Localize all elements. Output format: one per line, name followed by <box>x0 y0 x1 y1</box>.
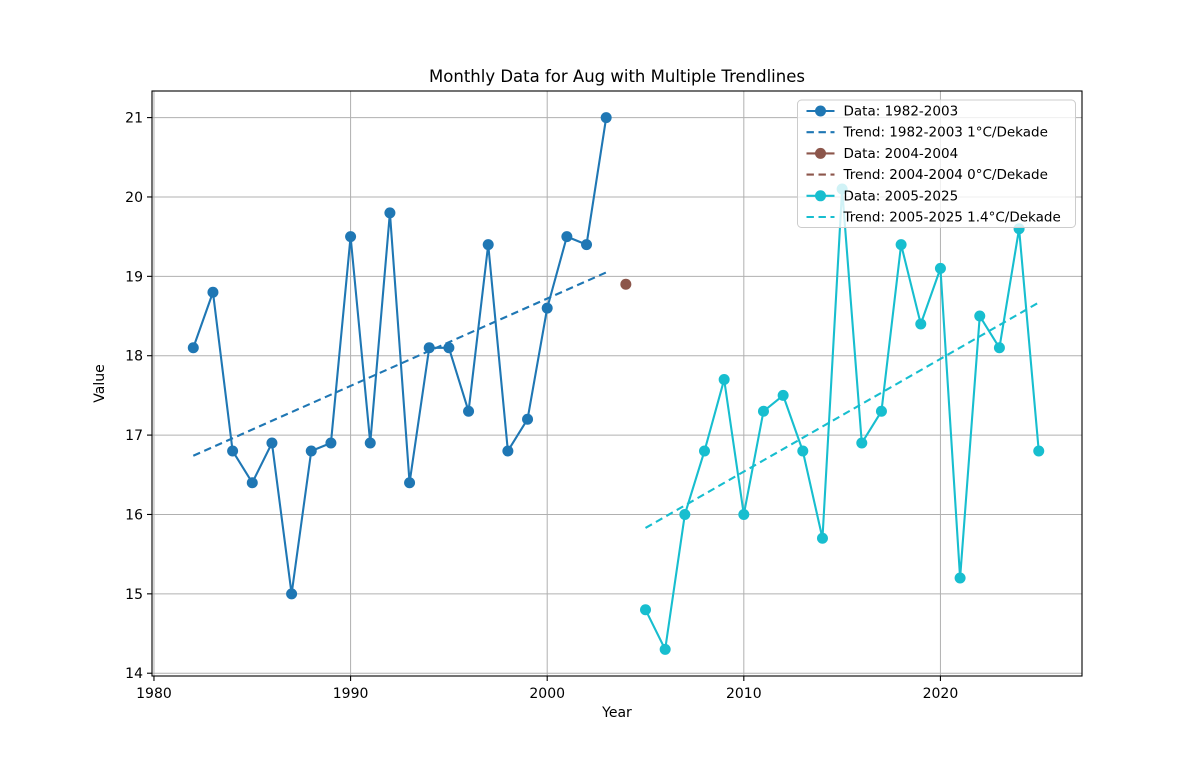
data-point-marker <box>915 318 927 330</box>
legend-label: Trend: 1982-2003 1°C/Dekade <box>843 125 1048 141</box>
data-point-marker <box>187 342 199 354</box>
series-line <box>192 117 608 595</box>
series-line <box>644 187 1040 651</box>
data-point-marker <box>974 310 986 322</box>
data-point-marker <box>443 342 455 354</box>
data-point-marker <box>286 588 298 600</box>
y-tick-label: 19 <box>125 269 143 285</box>
data-point-marker <box>757 405 769 417</box>
y-tick-label: 18 <box>125 349 143 365</box>
data-point-marker <box>207 286 219 298</box>
x-tick-label: 2010 <box>726 686 762 702</box>
data-point-marker <box>718 374 730 386</box>
data-point-marker <box>345 231 357 243</box>
legend-label: Data: 1982-2003 <box>844 104 959 120</box>
data-point-marker <box>954 572 966 584</box>
y-tick-label: 14 <box>125 666 143 682</box>
data-point-marker <box>325 437 337 449</box>
trend-line <box>644 301 1040 529</box>
data-point-marker <box>581 239 593 251</box>
y-tick-label: 15 <box>125 587 143 603</box>
x-tick-label: 1990 <box>333 686 369 702</box>
data-point-marker <box>305 445 317 457</box>
data-point-marker <box>600 112 612 124</box>
data-point-marker <box>522 413 534 425</box>
legend-box <box>797 99 1076 228</box>
data-point-marker <box>993 342 1005 354</box>
legend: Data: 1982-2003 Trend: 1982-2003 1°C/Deka… <box>797 99 1076 228</box>
chart-title: Monthly Data for Aug with Multiple Trend… <box>429 67 805 86</box>
legend-label: Trend: 2005-2025 1.4°C/Dekade <box>843 210 1061 226</box>
data-point-marker <box>1033 445 1045 457</box>
data-point-marker <box>777 389 789 401</box>
data-point-marker <box>797 445 809 457</box>
legend-label: Data: 2004-2004 <box>844 146 959 162</box>
data-point-marker <box>875 405 887 417</box>
x-tick-label: 2020 <box>923 686 959 702</box>
x-axis-label: Year <box>601 705 632 721</box>
trend-line <box>192 271 607 457</box>
data-point-marker <box>698 445 710 457</box>
data-point-marker <box>640 604 652 616</box>
data-point-marker <box>463 405 475 417</box>
data-point-marker <box>364 437 376 449</box>
y-tick-label: 21 <box>125 111 143 127</box>
tick-layer: 1980 1990 2000 2010 2020 14 15 16 17 18 19 20 21 <box>125 111 958 702</box>
plot-border <box>151 90 1083 677</box>
data-point-marker <box>895 239 907 251</box>
data-point-marker <box>856 437 868 449</box>
x-tick-label: 1980 <box>136 686 172 702</box>
y-tick-label: 20 <box>125 190 143 206</box>
data-point-marker <box>404 477 416 489</box>
data-point-marker <box>482 239 494 251</box>
y-axis-label: Value <box>92 364 108 402</box>
data-point-marker <box>620 278 632 290</box>
data-point-marker <box>934 262 946 274</box>
data-point-marker <box>246 477 258 489</box>
data-point-marker <box>679 508 691 520</box>
legend-label: Trend: 2004-2004 0°C/Dekade <box>843 167 1048 183</box>
data-point-marker <box>227 445 239 457</box>
frame-layer <box>151 90 1083 677</box>
data-point-marker <box>816 532 828 544</box>
data-point-marker <box>384 207 396 219</box>
x-tick-label: 2000 <box>529 686 565 702</box>
y-tick-label: 16 <box>125 507 143 523</box>
legend-marker <box>815 190 826 202</box>
data-point-marker <box>659 643 671 655</box>
y-tick-label: 17 <box>125 428 143 444</box>
legend-label: Data: 2005-2025 <box>844 188 959 204</box>
data-point-marker <box>561 231 573 243</box>
data-point-marker <box>502 445 514 457</box>
data-point-marker <box>266 437 278 449</box>
data-point-marker <box>423 342 435 354</box>
legend-marker <box>815 105 826 117</box>
data-point-marker <box>541 302 553 314</box>
legend-marker <box>815 147 826 159</box>
data-point-marker <box>738 508 750 520</box>
